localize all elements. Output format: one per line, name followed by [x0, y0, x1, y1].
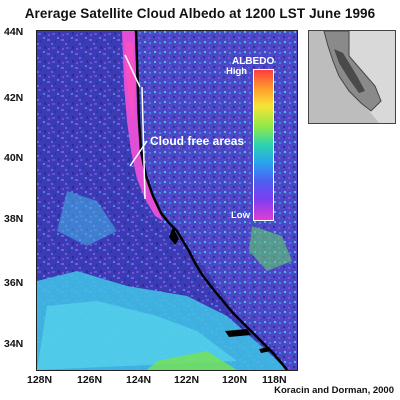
arrow-north [124, 54, 141, 88]
y-tick-40n: 40N [4, 152, 24, 164]
x-tick-126n: 126N [77, 374, 103, 386]
california-inset-map [308, 30, 396, 124]
x-tick-124n: 124N [126, 374, 152, 386]
california-shape [309, 31, 395, 123]
y-tick-44n: 44N [4, 26, 24, 38]
y-tick-36n: 36N [4, 277, 24, 289]
x-tick-120n: 120N [222, 374, 248, 386]
albedo-image [37, 31, 297, 370]
credit-text: Koracin and Dorman, 2000 [274, 385, 394, 396]
arrow-south [129, 140, 148, 167]
map-title: Arerage Satellite Cloud Albedo at 1200 L… [24, 6, 376, 21]
albedo-colorbar [253, 69, 274, 221]
x-tick-118n: 118N [262, 374, 287, 386]
y-tick-34n: 34N [4, 338, 24, 350]
arrow-vertical [141, 86, 146, 200]
y-tick-38n: 38N [4, 213, 24, 225]
x-tick-122n: 122N [174, 374, 200, 386]
y-tick-42n: 42N [4, 92, 24, 104]
x-tick-128n: 128N [27, 374, 53, 386]
cloud-free-annotation: Cloud free areas [150, 134, 245, 148]
legend-high-label: High [226, 66, 248, 77]
legend-title: ALBEDO [232, 56, 275, 67]
legend-low-label: Low [231, 210, 250, 221]
